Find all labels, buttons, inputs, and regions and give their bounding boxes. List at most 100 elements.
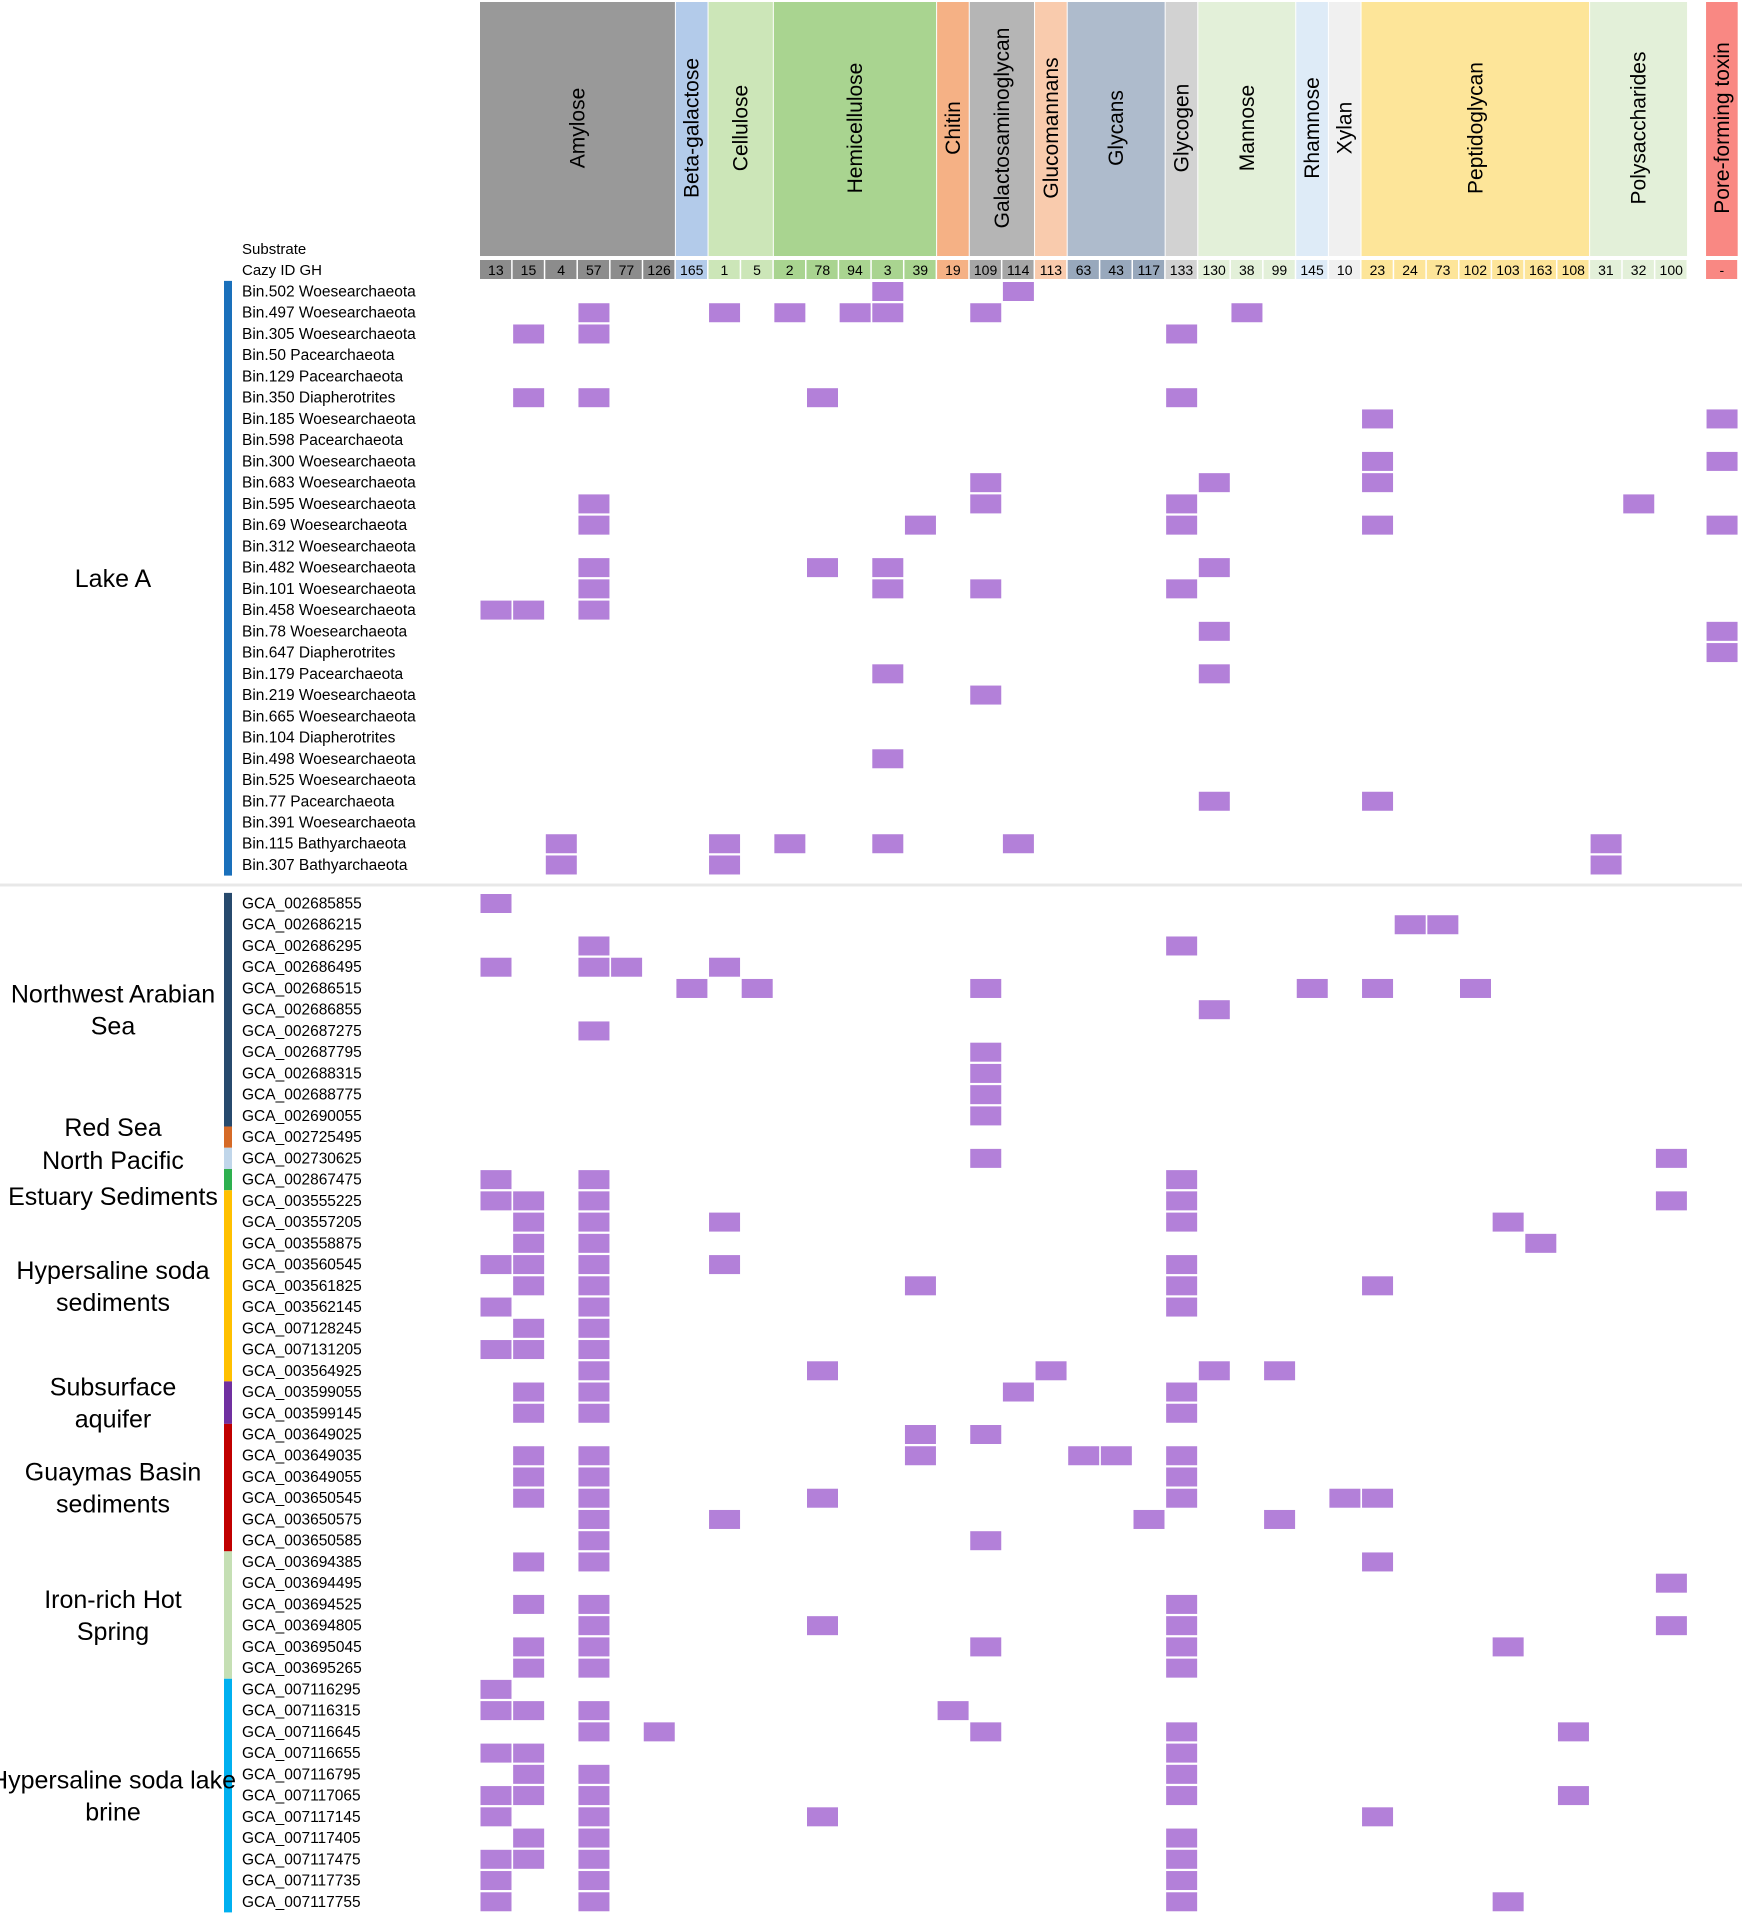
- cazy-id-cell: [675, 260, 708, 279]
- substrate-header-1: [675, 2, 708, 256]
- row-label: GCA_003695265: [242, 1660, 362, 1677]
- hit-cell: [1329, 1488, 1361, 1508]
- cazy-id-label: 13: [488, 262, 504, 278]
- row-label: GCA_007117735: [242, 1873, 361, 1890]
- hit-cell: [578, 1509, 610, 1529]
- cazy-id-cell: [1524, 260, 1556, 279]
- hit-cell: [1655, 1573, 1687, 1593]
- hit-cell: [1166, 1722, 1198, 1742]
- hit-cell: [480, 1297, 512, 1317]
- hit-cell: [904, 1446, 936, 1466]
- row-label: Bin.683 Woesearchaeota: [242, 475, 416, 492]
- cazy-id-label: 19: [945, 262, 961, 278]
- group-label: Sea: [91, 1013, 136, 1041]
- hit-cell: [1035, 1361, 1067, 1381]
- hit-cell: [970, 978, 1002, 998]
- row-label: Bin.179 Pacearchaeota: [242, 666, 404, 683]
- row-label: Bin.219 Woesearchaeota: [242, 687, 416, 704]
- hit-cell: [872, 558, 904, 578]
- cazy-id-label: 10: [1337, 262, 1353, 278]
- hit-cell: [872, 749, 904, 769]
- group-label: Northwest Arabian: [11, 981, 215, 1009]
- substrate-label: Chitin: [942, 101, 965, 155]
- cazy-id-label: 38: [1239, 262, 1255, 278]
- hit-cell: [513, 1212, 545, 1232]
- row-label: GCA_003599055: [242, 1384, 362, 1401]
- hit-cell: [513, 1276, 545, 1296]
- hit-cell: [1492, 1892, 1524, 1912]
- cazy-id-label: 63: [1076, 262, 1092, 278]
- hit-cell: [1655, 1191, 1687, 1211]
- row-label: GCA_007117475: [242, 1851, 361, 1868]
- hit-cell: [904, 515, 936, 535]
- cazy-id-label: 94: [847, 262, 863, 278]
- hit-cell: [1166, 1403, 1198, 1423]
- hit-cell: [578, 1488, 610, 1508]
- row-label: GCA_007117755: [242, 1894, 361, 1911]
- hit-cell: [1492, 1637, 1524, 1657]
- hit-cell: [1557, 1722, 1589, 1742]
- cazy-id-cell: [577, 260, 610, 279]
- row-label: GCA_007117145: [242, 1809, 361, 1826]
- hit-cell: [709, 1255, 741, 1275]
- row-label: Bin.300 Woesearchaeota: [242, 453, 416, 470]
- hit-cell: [709, 834, 741, 854]
- row-label: GCA_003558875: [242, 1235, 362, 1252]
- hit-cell: [1166, 1743, 1198, 1763]
- cazy-id-cell: [871, 260, 903, 279]
- row-label: GCA_003649035: [242, 1448, 362, 1465]
- hit-cell: [676, 978, 708, 998]
- row-label: GCA_002730625: [242, 1150, 362, 1167]
- group-red-sea: GCA_002725495 Red Sea: [64, 1114, 362, 1148]
- hit-cell: [578, 1531, 610, 1551]
- cazy-id-cell: [1655, 260, 1687, 279]
- hit-cell: [1166, 1382, 1198, 1402]
- hit-cell: [578, 1276, 610, 1296]
- hit-cell: [970, 1063, 1002, 1083]
- cazy-id-cell: [1067, 260, 1099, 279]
- cazy-id-cell: [1590, 260, 1622, 279]
- row-label: Bin.458 Woesearchaeota: [242, 602, 416, 619]
- group-label: Guaymas Basin: [25, 1459, 201, 1487]
- hit-cell: [480, 1871, 512, 1891]
- hit-cell: [1362, 1488, 1394, 1508]
- hit-cell: [1557, 1786, 1589, 1806]
- cazy-id-header-label: Cazy ID GH: [242, 262, 322, 279]
- group-color-bar: [224, 1423, 232, 1552]
- hit-cell: [1231, 303, 1263, 323]
- hit-cell: [1166, 1276, 1198, 1296]
- hit-cell: [578, 1212, 610, 1232]
- substrate-label: Xylan: [1334, 102, 1357, 155]
- hit-cell: [1655, 1148, 1687, 1168]
- hit-cell: [578, 303, 610, 323]
- group-color-bar: [224, 1169, 232, 1191]
- hit-cell: [709, 1509, 741, 1529]
- cazy-id-label: 3: [884, 262, 892, 278]
- substrate-label: Hemicellulose: [844, 63, 867, 194]
- row-label: Bin.482 Woesearchaeota: [242, 560, 416, 577]
- hit-cell: [578, 1382, 610, 1402]
- cazy-id-label: 4: [557, 262, 565, 278]
- cazy-id-label: 126: [647, 262, 671, 278]
- hit-cell: [1166, 1467, 1198, 1487]
- hit-cell: [578, 1658, 610, 1678]
- hit-cell: [1296, 978, 1328, 998]
- hit-cell: [578, 957, 610, 977]
- substrate-header-3: [773, 2, 937, 256]
- cazy-id-cell: [1328, 260, 1361, 279]
- row-label: GCA_002725495: [242, 1129, 362, 1146]
- hit-cell: [480, 1170, 512, 1190]
- hit-cell: [578, 1722, 610, 1742]
- cazy-id-label: 24: [1402, 262, 1418, 278]
- cazy-id-label: 57: [586, 262, 602, 278]
- hit-cell: [578, 1403, 610, 1423]
- hit-cell: [1492, 1212, 1524, 1232]
- hit-cell: [1166, 1255, 1198, 1275]
- cazy-id-cell: [643, 260, 675, 279]
- substrate-header-9: [1198, 2, 1296, 256]
- cazy-id-cell: [480, 260, 512, 279]
- cazy-id-cell: [708, 260, 740, 279]
- hit-cell: [970, 685, 1002, 705]
- substrate-header-0: [480, 2, 675, 256]
